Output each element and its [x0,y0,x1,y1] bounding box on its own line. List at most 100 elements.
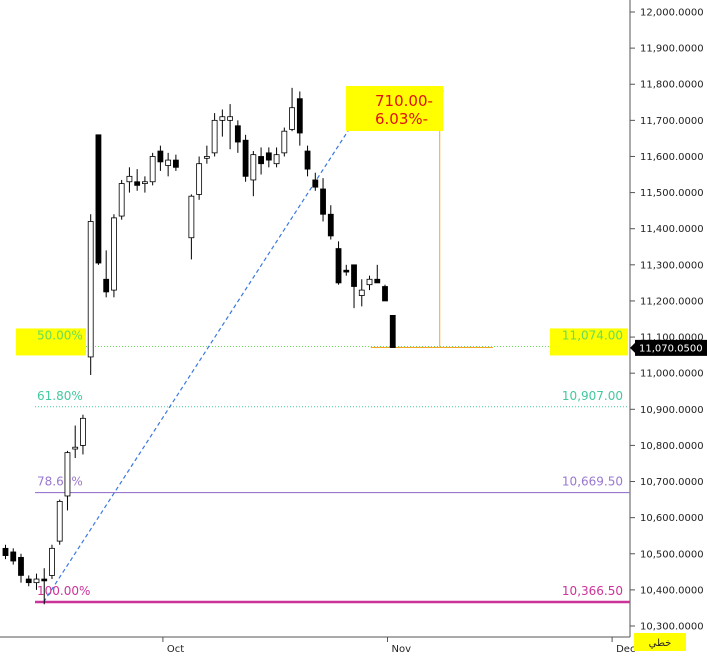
candle-body [165,159,172,166]
fib-pct-highlight [16,328,86,356]
y-tick-label: 11,800.0000 [640,80,704,91]
candle-body [374,278,381,284]
last-price-label: 11,070.0500 [639,343,703,354]
candle [103,250,110,298]
candle-body [87,221,94,358]
y-tick-label: 11,200.0000 [640,296,704,307]
candle-body [258,156,264,165]
candle [289,87,295,132]
candle [219,109,226,137]
y-tick-label: 11,700.0000 [640,116,704,127]
y-tick-label: 10,500.0000 [640,549,704,560]
chart-frame [0,0,631,638]
candle-body [312,179,319,188]
candle [296,91,303,146]
candle-body [389,314,396,348]
measure-highlight [346,86,443,131]
candle [56,499,63,545]
candle-body [72,446,79,450]
candle [265,147,272,168]
candle-body [10,551,17,562]
candle-body [366,278,373,286]
candle [358,279,365,307]
candle-body [64,452,71,497]
candle [242,134,249,182]
candle-body [250,154,257,181]
candle [95,134,102,265]
candle [142,176,148,193]
y-tick-label: 12,000.0000 [640,8,704,19]
candle [320,178,326,222]
y-tick-label: 10,800.0000 [640,441,704,452]
candle-body [281,130,288,154]
candle-body [80,417,86,446]
y-tick-label: 10,300.0000 [640,622,704,633]
fib-pct-label: 78.60% [37,475,83,489]
fib-pct-label: 50.00% [37,328,83,342]
fib-value-label: 10,366.50 [562,584,623,598]
candle-body [103,278,110,293]
x-tick-label: Dec [616,644,635,655]
candle [351,264,357,309]
measure-change-value: 710.00- [375,92,433,110]
price-measure-tool: 710.00-6.03%- [346,86,493,349]
candle [172,154,179,171]
candle-body [95,134,102,264]
candle [87,214,94,375]
candle-body [296,98,303,134]
x-axis: Oct Nov Dec خطي [162,633,686,655]
candle [366,275,373,291]
candle-body [203,156,210,159]
candle [250,151,257,197]
candle [188,194,195,260]
candle [41,568,48,605]
candle-body [111,217,117,291]
x-tick-label: Oct [167,644,184,655]
candle [258,147,264,175]
fib-trendline [43,90,375,603]
candle-body [41,578,48,582]
candle [80,414,86,455]
candle [165,152,172,177]
fib-pct-label: 100.00% [37,584,90,598]
candle [382,284,388,302]
candle-body [157,150,164,163]
scale-mode-highlight [634,633,686,651]
measure-change-percent: 6.03%- [375,110,428,128]
candle [49,544,55,580]
price-badges: 11,070.0500 [630,339,707,356]
candle [111,214,117,298]
candle [118,179,125,220]
candle [126,167,133,193]
candle [149,152,156,186]
candle-body [227,116,234,121]
candle-body [335,248,342,284]
fibonacci-levels: 50.00% 11,074.00 61.80% 10,907.00 78.60% 10,6… [16,328,630,604]
candle-body [126,175,133,183]
x-tick-label: Nov [392,644,412,655]
candle [273,147,280,168]
candle [203,145,210,164]
candle-body [242,139,249,177]
candle [72,425,79,459]
fib-value-label: 10,907.00 [562,389,623,403]
last-price-badge [635,339,707,356]
candle-body [265,152,272,161]
fibonacci-trendline [43,90,375,603]
candle-body [343,269,350,273]
candle-body [134,181,141,186]
candle [227,104,234,150]
candle [64,450,71,511]
candle-body [327,213,334,237]
y-tick-label: 10,900.0000 [640,405,704,416]
candle [343,264,350,276]
y-tick-label: 11,300.0000 [640,260,704,271]
y-tick-label: 11,000.0000 [640,369,704,380]
y-tick-label: 11,600.0000 [640,152,704,163]
fib-value-label: 10,669.50 [562,475,623,489]
candle [157,145,164,171]
fib-value-highlight [550,328,628,356]
y-tick-label: 11,500.0000 [640,188,704,199]
candle-body [188,195,195,239]
